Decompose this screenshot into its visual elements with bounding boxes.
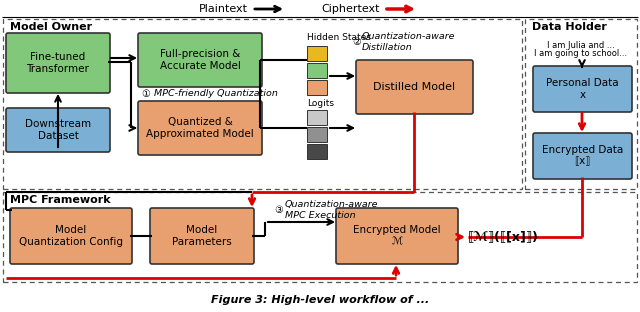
Text: Fine-tuned
Transformer: Fine-tuned Transformer [27, 52, 90, 74]
FancyBboxPatch shape [138, 101, 262, 155]
Text: Ciphertext: Ciphertext [321, 4, 380, 14]
Bar [307, 46, 327, 61]
FancyBboxPatch shape [6, 108, 110, 152]
FancyBboxPatch shape [356, 60, 473, 114]
Bar [307, 63, 327, 78]
Bar [307, 144, 327, 159]
Text: Model
Quantization Config: Model Quantization Config [19, 225, 123, 247]
Text: Quantization-aware
Distillation: Quantization-aware Distillation [362, 32, 456, 52]
Text: ②: ② [353, 37, 365, 47]
Text: Data Holder: Data Holder [532, 22, 607, 32]
Text: I am Julia and ...: I am Julia and ... [547, 41, 615, 50]
FancyBboxPatch shape [336, 208, 458, 264]
Bar [307, 127, 327, 142]
Bar [307, 110, 327, 125]
Text: ③: ③ [275, 205, 287, 215]
Text: ①: ① [142, 89, 154, 99]
Text: ⟦ℳ⟧(⟦[x]⟧): ⟦ℳ⟧(⟦[x]⟧) [468, 231, 539, 243]
Text: Model Owner: Model Owner [10, 22, 92, 32]
FancyBboxPatch shape [6, 33, 110, 93]
Text: MPC-friendly Quantization: MPC-friendly Quantization [154, 90, 278, 99]
Text: Quantization-aware
MPC Execution: Quantization-aware MPC Execution [285, 200, 378, 220]
Text: Encrypted Data
⟦x⟧: Encrypted Data ⟦x⟧ [542, 145, 623, 167]
FancyBboxPatch shape [533, 133, 632, 179]
Text: Quantized &
Approximated Model: Quantized & Approximated Model [146, 117, 254, 139]
Text: Downstream
Dataset: Downstream Dataset [25, 119, 91, 141]
Bar [3, 192, 637, 282]
FancyBboxPatch shape [150, 208, 254, 264]
Text: MPC Framework: MPC Framework [10, 195, 111, 205]
Text: Logits: Logits [307, 99, 334, 108]
FancyBboxPatch shape [138, 33, 262, 87]
Text: I am going to school...: I am going to school... [534, 50, 628, 59]
Bar [3, 19, 522, 189]
Text: Full-precision &
Accurate Model: Full-precision & Accurate Model [159, 49, 241, 71]
Text: Personal Data
x: Personal Data x [546, 78, 619, 100]
Text: Hidden States: Hidden States [307, 33, 371, 42]
Text: Encrypted Model
ℳ: Encrypted Model ℳ [353, 225, 441, 247]
Bar [525, 19, 637, 189]
Text: Distilled Model: Distilled Model [373, 82, 456, 92]
Bar [307, 80, 327, 95]
Text: Plaintext: Plaintext [199, 4, 248, 14]
Text: Figure 3: High-level workflow of ...: Figure 3: High-level workflow of ... [211, 295, 429, 305]
Text: Model
Parameters: Model Parameters [172, 225, 232, 247]
FancyBboxPatch shape [10, 208, 132, 264]
FancyBboxPatch shape [533, 66, 632, 112]
